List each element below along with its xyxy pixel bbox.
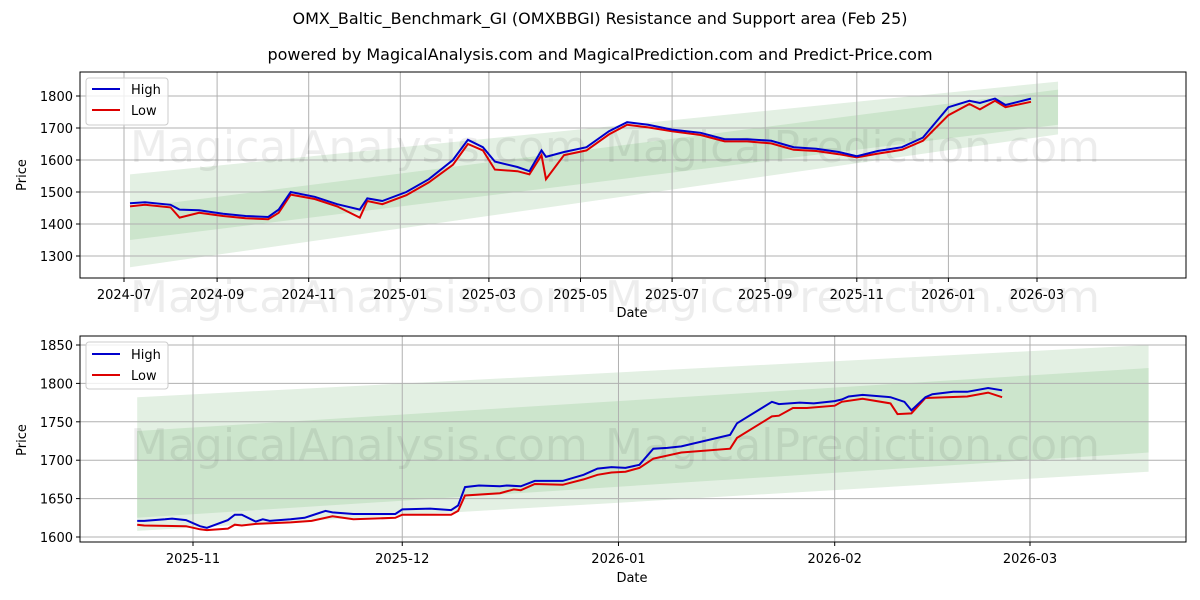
y-tick-label: 1400 bbox=[40, 218, 73, 233]
x-tick-label: 2024-07 bbox=[97, 288, 151, 303]
y-tick-label: 1650 bbox=[40, 493, 73, 508]
y-tick-label: 1750 bbox=[40, 416, 73, 431]
bottom-y-axis-label: Price bbox=[15, 424, 30, 456]
y-tick-label: 1700 bbox=[40, 122, 73, 137]
y-tick-label: 1850 bbox=[40, 339, 73, 354]
watermark-text: MagicalPrediction.com bbox=[605, 420, 1100, 471]
legend-low-label: Low bbox=[131, 104, 157, 119]
x-tick-label: 2026-03 bbox=[1010, 288, 1064, 303]
top-grid bbox=[80, 72, 1186, 278]
x-tick-label: 2025-12 bbox=[375, 552, 429, 567]
x-tick-label: 2024-09 bbox=[190, 288, 244, 303]
y-tick-label: 1300 bbox=[40, 250, 73, 265]
x-tick-label: 2024-11 bbox=[282, 288, 336, 303]
y-tick-label: 1800 bbox=[40, 377, 73, 392]
inner-band bbox=[137, 368, 1149, 518]
bottom-legend: High Low bbox=[85, 341, 169, 390]
x-tick-label: 2025-07 bbox=[645, 288, 699, 303]
top-legend: High Low bbox=[85, 77, 169, 126]
inner-band bbox=[130, 89, 1059, 240]
high-series-line bbox=[129, 97, 1032, 219]
y-tick-label: 1700 bbox=[40, 454, 73, 469]
bottom-grid bbox=[80, 336, 1186, 542]
top-plot-frame bbox=[79, 71, 1187, 279]
x-tick-label: 2026-01 bbox=[591, 552, 645, 567]
y-tick-label: 1600 bbox=[40, 154, 73, 169]
bottom-support-resistance-bands bbox=[137, 345, 1149, 531]
x-tick-label: 2026-02 bbox=[808, 552, 862, 567]
bottom-plot-frame bbox=[79, 335, 1187, 543]
top-y-axis: 1300 1400 1500 1600 1700 1800 bbox=[40, 90, 80, 265]
x-tick-label: 2025-03 bbox=[462, 288, 516, 303]
bottom-y-axis: 1600 1650 1700 1750 1800 1850 bbox=[40, 339, 80, 546]
x-tick-label: 2025-01 bbox=[373, 288, 427, 303]
x-tick-label: 2025-05 bbox=[553, 288, 607, 303]
legend-high-label: High bbox=[131, 83, 161, 98]
legend-high-label: High bbox=[131, 348, 161, 363]
high-series-line bbox=[137, 386, 1003, 529]
bottom-x-axis: 2025-11 2025-12 2026-01 2026-02 2026-03 bbox=[166, 542, 1057, 567]
bottom-chart-panel: MagicalAnalysis.com MagicalPrediction.co… bbox=[15, 335, 1187, 586]
bottom-x-axis-label: Date bbox=[616, 571, 647, 586]
legend-low-label: Low bbox=[131, 369, 157, 384]
x-tick-label: 2026-03 bbox=[1003, 552, 1057, 567]
x-tick-label: 2026-01 bbox=[921, 288, 975, 303]
top-y-axis-label: Price bbox=[15, 159, 30, 191]
watermark-text: MagicalAnalysis.com bbox=[130, 122, 588, 173]
low-series-line bbox=[137, 391, 1003, 532]
top-x-axis: 2024-07 2024-09 2024-11 2025-01 2025-03 2025-… bbox=[97, 278, 1064, 303]
top-chart-panel: MagicalAnalysis.com MagicalPrediction.co… bbox=[15, 71, 1187, 323]
top-x-axis-label: Date bbox=[616, 306, 647, 321]
y-tick-label: 1600 bbox=[40, 531, 73, 546]
watermark-text: MagicalAnalysis.com bbox=[130, 272, 588, 323]
watermark-text: MagicalAnalysis.com bbox=[130, 420, 588, 471]
chart-title: OMX_Baltic_Benchmark_GI (OMXBBGI) Resist… bbox=[292, 9, 908, 28]
x-tick-label: 2025-11 bbox=[166, 552, 220, 567]
y-tick-label: 1500 bbox=[40, 186, 73, 201]
watermark-text: MagicalPrediction.com bbox=[605, 272, 1100, 323]
y-tick-label: 1800 bbox=[40, 90, 73, 105]
top-support-resistance-bands bbox=[130, 81, 1059, 268]
x-tick-label: 2025-11 bbox=[830, 288, 884, 303]
x-tick-label: 2025-09 bbox=[738, 288, 792, 303]
low-series-line bbox=[129, 99, 1032, 221]
chart-subtitle: powered by MagicalAnalysis.com and Magic… bbox=[267, 45, 933, 64]
